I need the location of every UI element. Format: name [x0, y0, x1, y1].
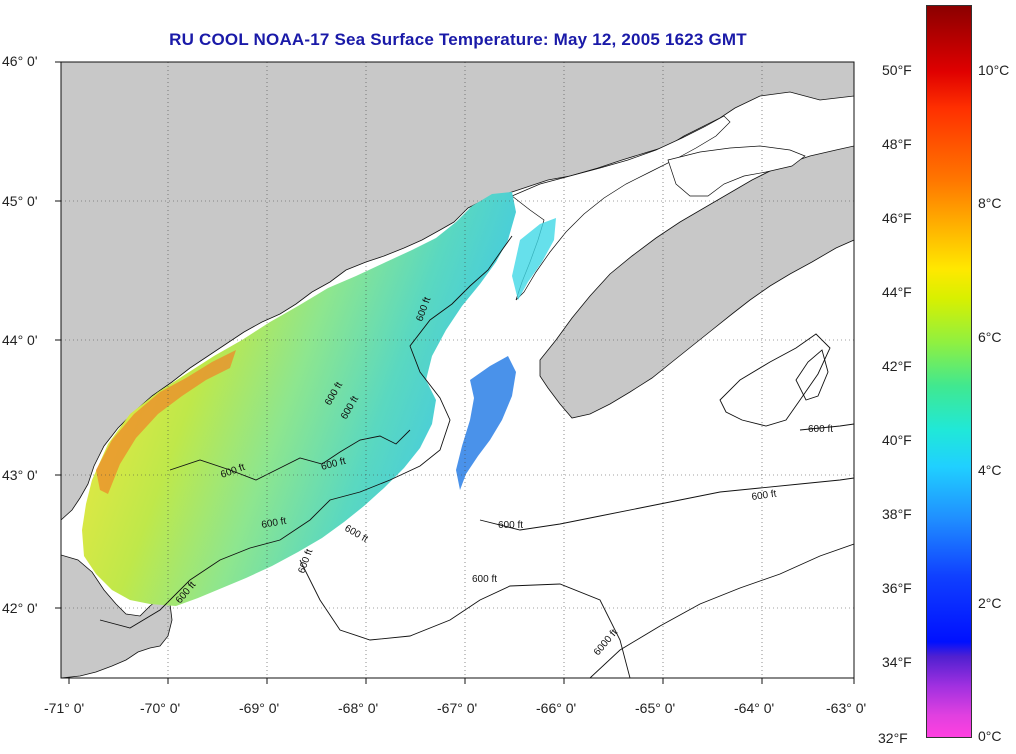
land-nova-scotia: [539, 145, 854, 419]
temperature-colorbar: [926, 5, 972, 738]
colorbar-c-label: 2°C: [978, 595, 1002, 611]
colorbar-f-label: 48°F: [882, 136, 912, 152]
sst-warm-coastal: [96, 350, 236, 494]
lon-label: -67° 0': [437, 700, 478, 716]
lat-label: 43° 0': [2, 467, 38, 483]
colorbar-f-label: 50°F: [882, 62, 912, 78]
colorbar-c-label: 6°C: [978, 329, 1002, 345]
lon-label: -64° 0': [734, 700, 775, 716]
lon-label: -68° 0': [338, 700, 379, 716]
colorbar-c-label: 10°C: [978, 62, 1010, 78]
lat-label: 45° 0': [2, 193, 38, 209]
contour-label: 600 ft: [472, 574, 497, 585]
colorbar-c-label: 8°C: [978, 195, 1002, 211]
lon-label: -71° 0': [44, 700, 85, 716]
colorbar-f-label: 40°F: [882, 432, 912, 448]
lat-label: 42° 0': [2, 600, 38, 616]
contour-label: 600 ft: [808, 424, 833, 435]
colorbar-c-label: 0°C: [978, 728, 1002, 744]
colorbar-f-label: 38°F: [882, 506, 912, 522]
sst-cold-patch: [456, 356, 516, 490]
lon-label: -66° 0': [536, 700, 577, 716]
lon-label: -65° 0': [635, 700, 676, 716]
contour-label: 600 ft: [498, 520, 523, 531]
colorbar-f-label: 46°F: [882, 210, 912, 226]
map-frame: [60, 61, 855, 679]
minas-basin: [667, 145, 806, 197]
lat-label: 46° 0': [2, 53, 38, 69]
colorbar-f-label: 44°F: [882, 284, 912, 300]
colorbar-f-label: 34°F: [882, 654, 912, 670]
contour-label: 600 ft: [751, 489, 778, 503]
map-ticks: [55, 61, 855, 684]
sst-cyan-patch: [512, 218, 556, 300]
sst-swath: [82, 192, 516, 606]
colorbar-f-label: 36°F: [882, 580, 912, 596]
lon-label: -69° 0': [239, 700, 280, 716]
lon-label: -70° 0': [140, 700, 181, 716]
colorbar-f-label: 32°F: [878, 730, 908, 746]
map-grid: [61, 62, 854, 678]
lon-label: -63° 0': [826, 700, 867, 716]
isobath-contours: [99, 235, 854, 678]
land-massachusetts: [61, 554, 173, 678]
contour-label: 600 ft: [261, 516, 288, 531]
lat-label: 44° 0': [2, 332, 38, 348]
map-title: RU COOL NOAA-17 Sea Surface Temperature:…: [169, 30, 747, 49]
colorbar-f-label: 42°F: [882, 358, 912, 374]
colorbar-c-label: 4°C: [978, 462, 1002, 478]
